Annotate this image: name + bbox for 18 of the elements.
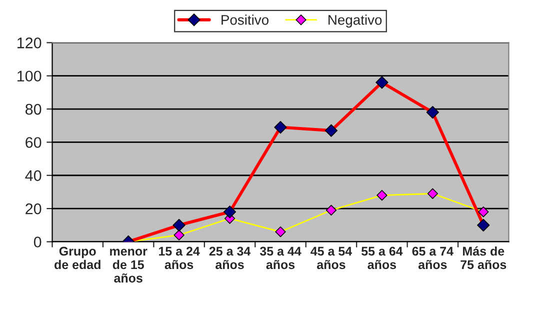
y-tick-label: 20 [26, 203, 42, 214]
y-tick-label: 0 [34, 236, 42, 248]
y-tick-label: 60 [26, 137, 42, 148]
x-tick-label: Grupo de edad [54, 246, 100, 270]
x-tick-label: 45 a 54 años [310, 246, 352, 270]
y-tick-label: 80 [26, 104, 42, 115]
y-tick-label: 120 [18, 38, 42, 48]
x-tick-label: menor de 15 años [110, 248, 148, 283]
y-tick-label: 40 [25, 170, 42, 182]
x-tick-label: 35 a 44 años [260, 246, 302, 270]
legend-label: Negativo [328, 14, 382, 28]
x-tick-label: 25 a 34 años [209, 246, 251, 270]
x-tick-label: 65 a 74 años [412, 246, 454, 270]
x-tick-label: Más de 75 años [460, 246, 506, 270]
x-tick-label: 15 a 24 años [158, 246, 200, 270]
x-tick-label: 55 a 64 años [361, 246, 403, 270]
legend-label: Positivo [222, 14, 268, 25]
y-tick-label: 100 [18, 70, 42, 82]
